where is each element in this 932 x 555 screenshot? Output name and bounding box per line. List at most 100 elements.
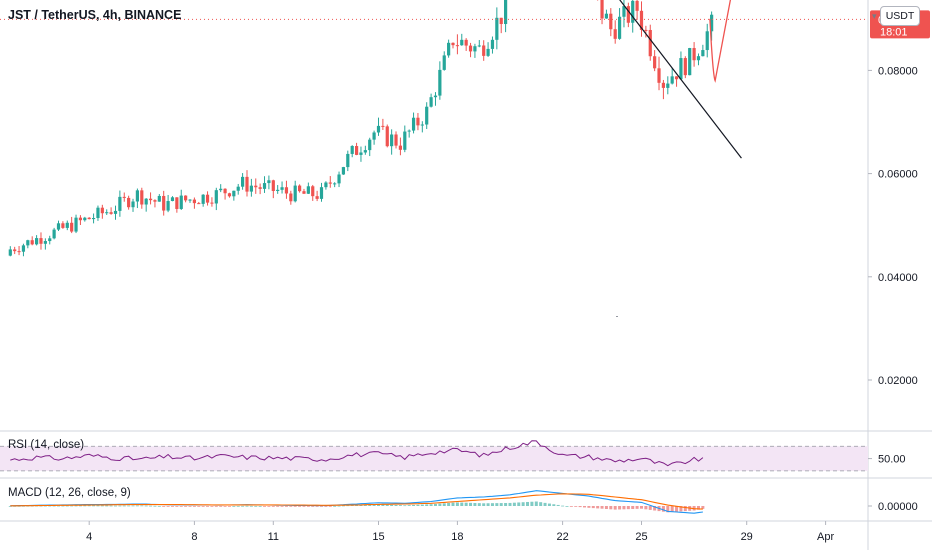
candle-body <box>30 240 34 245</box>
macd-histogram-bar <box>433 503 437 506</box>
candle-body <box>468 45 473 52</box>
candle-body <box>455 45 459 47</box>
macd-histogram-bar <box>530 501 534 506</box>
candle-body <box>631 0 635 23</box>
macd-histogram-bar <box>232 506 236 507</box>
candle-body <box>52 229 56 239</box>
countdown-label: 18:01 <box>880 26 908 38</box>
time-tick-label: 8 <box>191 531 197 543</box>
candle-body <box>411 117 416 131</box>
candle-body <box>39 238 43 244</box>
candle-body <box>657 68 661 83</box>
candle-body <box>96 207 100 218</box>
macd-histogram-bar <box>583 506 586 508</box>
candle-body <box>319 187 324 199</box>
candle-body <box>683 58 687 76</box>
candle-body <box>100 207 104 214</box>
candle-body <box>368 139 372 151</box>
macd-histogram-bar <box>263 506 267 507</box>
macd-histogram-bar <box>394 504 398 506</box>
macd-histogram-bar <box>696 506 700 510</box>
macd-histogram-bar <box>135 505 139 507</box>
candle-body <box>271 180 275 191</box>
macd-histogram-bar <box>201 506 205 507</box>
candle-body <box>210 202 214 204</box>
macd-histogram-bar <box>631 506 635 509</box>
macd-histogram-bar <box>78 505 82 507</box>
candle-body <box>490 39 495 49</box>
candle-body <box>644 29 648 31</box>
macd-histogram-bar <box>341 505 345 507</box>
candle-body <box>464 39 468 46</box>
macd-histogram-bar <box>184 506 188 507</box>
chevron-down-icon: ▾ <box>872 11 877 21</box>
candle-body <box>688 48 692 76</box>
candle-body <box>113 210 118 214</box>
macd-histogram-bar <box>280 506 284 507</box>
candle-body <box>600 0 604 19</box>
macd-histogram-bar <box>223 506 227 507</box>
macd-histogram-bar <box>333 505 337 507</box>
candle-body <box>83 217 87 221</box>
candle-body <box>184 195 188 201</box>
candle-body <box>227 193 232 197</box>
candle-body <box>179 195 183 209</box>
macd-histogram-bar <box>701 506 705 509</box>
candle-body <box>477 45 481 47</box>
macd-label: MACD (12, 26, close, 9) <box>8 487 131 499</box>
macd-histogram-bar <box>635 506 639 509</box>
candle-body <box>482 45 486 56</box>
price-tick-label: 0.06000 <box>878 169 918 181</box>
macd-histogram-bar <box>306 506 310 507</box>
candle-body <box>639 10 644 30</box>
candle-body <box>499 17 503 25</box>
macd-histogram-bar <box>425 504 429 506</box>
macd-histogram-bar <box>604 506 608 509</box>
candle-body <box>333 183 337 185</box>
candle-body <box>398 145 402 150</box>
macd-histogram-bar <box>236 505 240 507</box>
macd-histogram-bar <box>587 506 591 508</box>
candle-body <box>394 134 398 146</box>
macd-histogram-bar <box>469 502 473 506</box>
macd-histogram-bar <box>254 505 258 507</box>
time-tick-label: 29 <box>741 531 753 543</box>
macd-histogram-bar <box>407 505 411 506</box>
time-tick-label: 22 <box>556 531 568 543</box>
macd-histogram-bar <box>412 504 416 506</box>
macd-histogram-bar <box>131 505 135 507</box>
candle-body <box>425 106 429 125</box>
macd-histogram-bar <box>385 504 389 506</box>
macd-histogram-bar <box>210 506 214 507</box>
macd-histogram-bar <box>521 502 525 506</box>
currency-button[interactable]: ▾ USDT <box>872 6 920 26</box>
candle-body <box>118 196 122 211</box>
candle-body <box>705 31 709 51</box>
macd-histogram-bar <box>377 504 380 506</box>
candle-body <box>262 183 267 189</box>
candle-body <box>157 195 161 202</box>
rsi-band <box>0 446 868 471</box>
stray-dot <box>616 316 618 317</box>
macd-histogram-bar <box>157 505 161 507</box>
candle-body <box>78 217 83 221</box>
candle-body <box>653 56 657 69</box>
candle-body <box>8 249 12 256</box>
candle-body <box>48 238 52 242</box>
candle-body <box>328 182 332 184</box>
time-tick-label: Apr <box>817 531 834 543</box>
macd-histogram-bar <box>473 503 477 506</box>
macd-histogram-bar <box>83 505 87 507</box>
macd-histogram-bar <box>618 506 622 510</box>
candle-body <box>486 48 490 56</box>
candle-body <box>306 186 310 194</box>
candle-body <box>144 198 148 205</box>
macd-histogram-bar <box>267 506 271 507</box>
candle-body <box>170 197 175 202</box>
candle-body <box>613 29 617 39</box>
candle-body <box>622 6 626 17</box>
macd-histogram-bar <box>561 505 565 507</box>
macd-histogram-bar <box>114 505 117 507</box>
